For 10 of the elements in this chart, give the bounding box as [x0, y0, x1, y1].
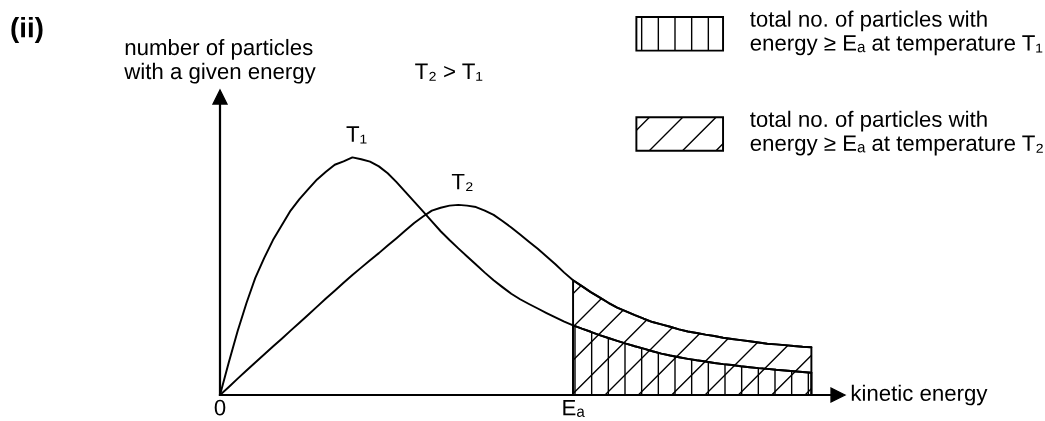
x-tick-label: 0	[214, 399, 226, 416]
legend-label: total no. of particles with energy ≥ Eₐ at temperature T₁	[750, 10, 1043, 56]
series-label: T₁	[346, 126, 367, 144]
chart-title: (ii)	[11, 17, 43, 43]
text: T₂ > T₁	[415, 63, 483, 81]
series-label: T₂	[451, 173, 473, 192]
x-axis-title: kinetic energy	[851, 384, 988, 406]
y-axis-title: number of particles with a given energy	[124, 38, 316, 84]
legend-label: total no. of particles with energy ≥ Eₐ at temperature T₂	[750, 110, 1043, 156]
x-tick-label: Eₐ	[563, 399, 585, 417]
